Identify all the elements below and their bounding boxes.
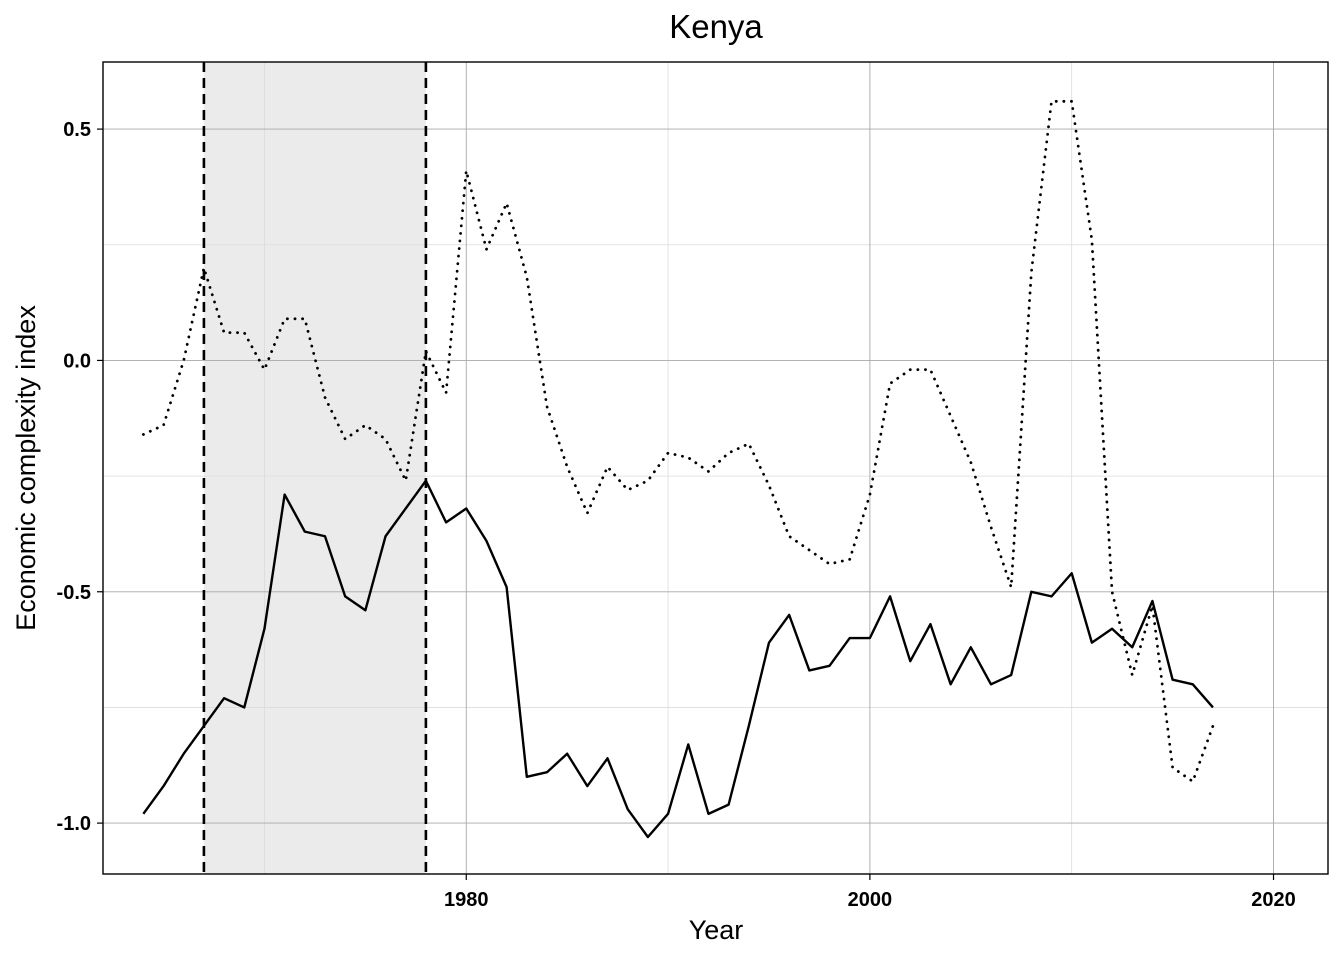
x-axis-title: Year	[689, 915, 744, 945]
y-axis-title: Economic complexity index	[11, 305, 41, 631]
y-tick-label: 0.5	[63, 119, 91, 141]
x-tick-label: 2020	[1251, 889, 1296, 911]
plot-area: 1980 2000 2020 -1.0 -0.5 0.0 0.5	[57, 61, 1329, 911]
y-tick-label: -0.5	[57, 582, 91, 604]
shaded-region	[203, 62, 426, 874]
y-tick-label: -1.0	[57, 813, 91, 835]
plot-border	[102, 61, 1329, 875]
x-tick-label: 2000	[848, 889, 893, 911]
chart-title: Kenya	[669, 8, 763, 45]
x-tick-label: 1980	[444, 889, 489, 911]
y-tick-label: 0.0	[63, 350, 91, 372]
series-line-solid	[142, 479, 1214, 839]
